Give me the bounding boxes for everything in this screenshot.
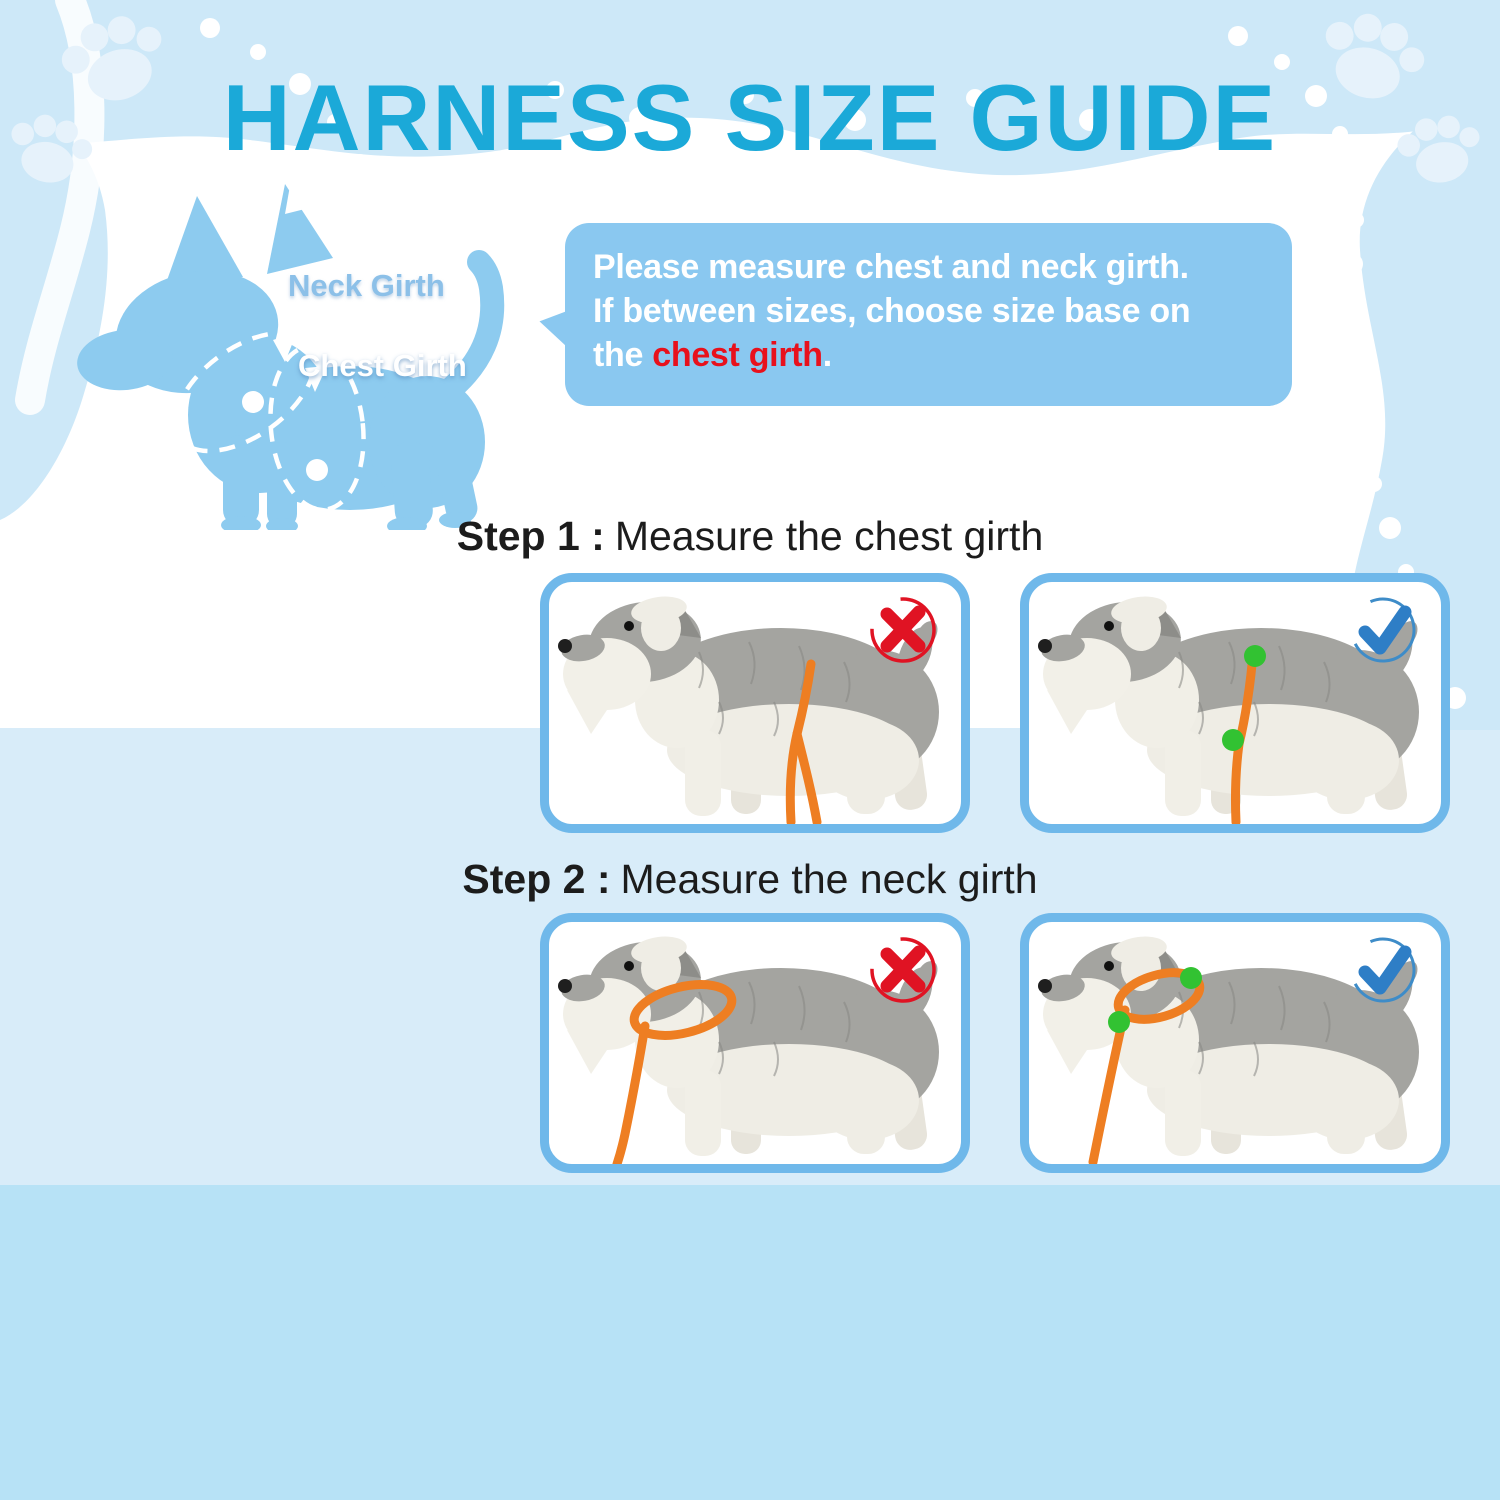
bubble-tail (536, 305, 574, 349)
measure-note-bubble: Please measure chest and neck girth. If … (536, 223, 1292, 406)
size-table: Size XXXS XXS XS S M L Chest (in) 11-13 … (0, 1185, 1500, 1500)
dog-photo (1037, 582, 1441, 824)
neck-girth-label: Neck Girth (288, 268, 445, 303)
measuring-tape (612, 980, 737, 1164)
step-1-heading: Step 1 : Measure the chest girth (456, 513, 1044, 559)
bubble-line-2: If between sizes, choose size base on (593, 292, 1191, 330)
photo-neck-measure-right (1020, 913, 1450, 1173)
dog-photo (557, 922, 961, 1164)
measure-point-dots (1108, 967, 1202, 1033)
chest-girth-highlight: chest girth (652, 336, 823, 374)
dot-trail-decor (200, 18, 1466, 711)
step-2-heading: Step 2 : Measure the neck girth (462, 856, 1038, 902)
photo-neck-measure-wrong (540, 913, 970, 1173)
bubble-line-3: the chest girth. (593, 336, 832, 374)
dog-photo (557, 582, 961, 824)
photo-chest-measure-right (1020, 573, 1450, 833)
dog-photo (1037, 922, 1441, 1164)
measure-point-dots (1222, 645, 1266, 751)
measuring-tape (785, 659, 822, 824)
page-title: HARNESS SIZE GUIDE (222, 65, 1278, 170)
dog-silhouette-diagram (77, 180, 505, 530)
chest-girth-label: Chest Girth (298, 348, 467, 383)
photo-chest-measure-wrong (540, 573, 970, 833)
bubble-line-1: Please measure chest and neck girth. (593, 248, 1189, 286)
